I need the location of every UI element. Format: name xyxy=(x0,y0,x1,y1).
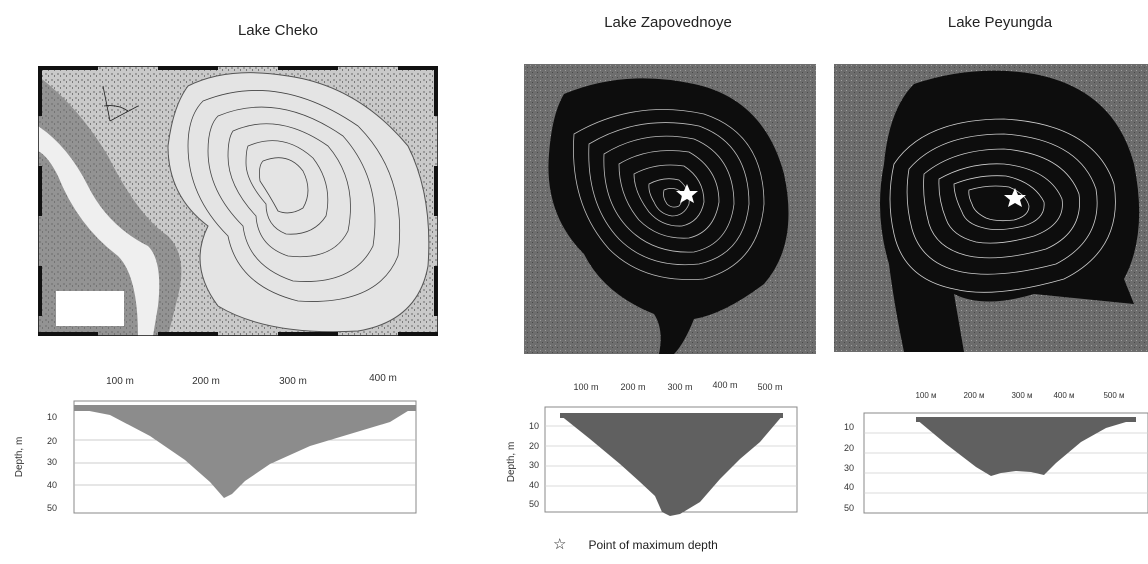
x-tick-label: 400 m xyxy=(712,380,737,390)
profile-x-ticks: 100 m 200 m 300 m 400 m xyxy=(106,373,397,387)
profile-y-ticks: 10 20 30 40 50 xyxy=(529,421,539,509)
title-lake-zapovednoye: Lake Zapovednoye xyxy=(604,14,732,31)
profile-y-ticks: 10 20 30 40 50 xyxy=(844,422,854,513)
x-tick-label: 200 м xyxy=(963,391,984,400)
y-axis-label: Depth, m xyxy=(14,437,25,478)
map-lake-cheko xyxy=(38,66,438,336)
map-lake-zapovednoye xyxy=(524,64,816,354)
y-tick-label: 30 xyxy=(47,457,57,467)
depth-profile-shape xyxy=(74,406,416,498)
legend-label: Point of maximum depth xyxy=(588,538,718,552)
x-tick-label: 300 m xyxy=(667,382,692,392)
map-lake-peyungda xyxy=(834,64,1148,352)
y-tick-label: 50 xyxy=(844,503,854,513)
x-tick-label: 500 m xyxy=(757,382,782,392)
y-tick-label: 40 xyxy=(47,480,57,490)
profile-y-ticks: 10 20 30 40 50 xyxy=(47,412,57,513)
profile-lake-cheko: 100 m 200 m 300 m 400 m 10 20 30 40 50 D… xyxy=(14,373,417,514)
y-tick-label: 30 xyxy=(529,460,539,470)
y-tick-label: 30 xyxy=(844,463,854,473)
x-tick-label: 100 м xyxy=(915,391,936,400)
x-tick-label: 500 м xyxy=(1103,391,1124,400)
profile-x-ticks: 100 m 200 m 300 m 400 m 500 m xyxy=(573,380,782,392)
y-tick-label: 40 xyxy=(844,482,854,492)
y-tick-label: 20 xyxy=(529,441,539,451)
x-tick-label: 200 m xyxy=(192,376,220,387)
x-tick-label: 100 m xyxy=(106,376,134,387)
star-outline-icon: ☆ xyxy=(553,536,567,553)
x-tick-label: 200 m xyxy=(620,382,645,392)
legend: ☆ Point of maximum depth xyxy=(553,536,718,553)
y-axis-label: Depth, m xyxy=(506,442,517,483)
y-tick-label: 50 xyxy=(529,499,539,509)
y-tick-label: 40 xyxy=(529,480,539,490)
x-tick-label: 300 m xyxy=(279,376,307,387)
y-tick-label: 10 xyxy=(529,421,539,431)
max-depth-star-icon-2 xyxy=(1004,188,1026,207)
y-tick-label: 10 xyxy=(47,412,57,422)
profile-x-ticks: 100 м 200 м 300 м 400 м 500 м xyxy=(915,391,1124,400)
y-tick-label: 20 xyxy=(47,436,57,446)
y-tick-label: 50 xyxy=(47,503,57,513)
max-depth-star-icon xyxy=(676,184,698,203)
profile-lake-peyungda: 100 м 200 м 300 м 400 м 500 м 10 20 30 4… xyxy=(844,391,1148,514)
x-tick-label: 300 м xyxy=(1011,391,1032,400)
title-lake-cheko: Lake Cheko xyxy=(237,22,319,39)
title-lake-peyungda: Lake Peyungda xyxy=(947,14,1053,31)
depth-profile-shape xyxy=(916,419,1136,476)
x-tick-label: 400 m xyxy=(369,373,397,384)
profile-lake-zapovednoye: 100 m 200 m 300 m 400 m 500 m 10 20 30 4… xyxy=(506,380,798,516)
x-tick-label: 100 m xyxy=(573,382,598,392)
y-tick-label: 10 xyxy=(844,422,854,432)
x-tick-label: 400 м xyxy=(1053,391,1074,400)
y-tick-label: 20 xyxy=(844,443,854,453)
depth-profile-shape xyxy=(560,415,783,516)
